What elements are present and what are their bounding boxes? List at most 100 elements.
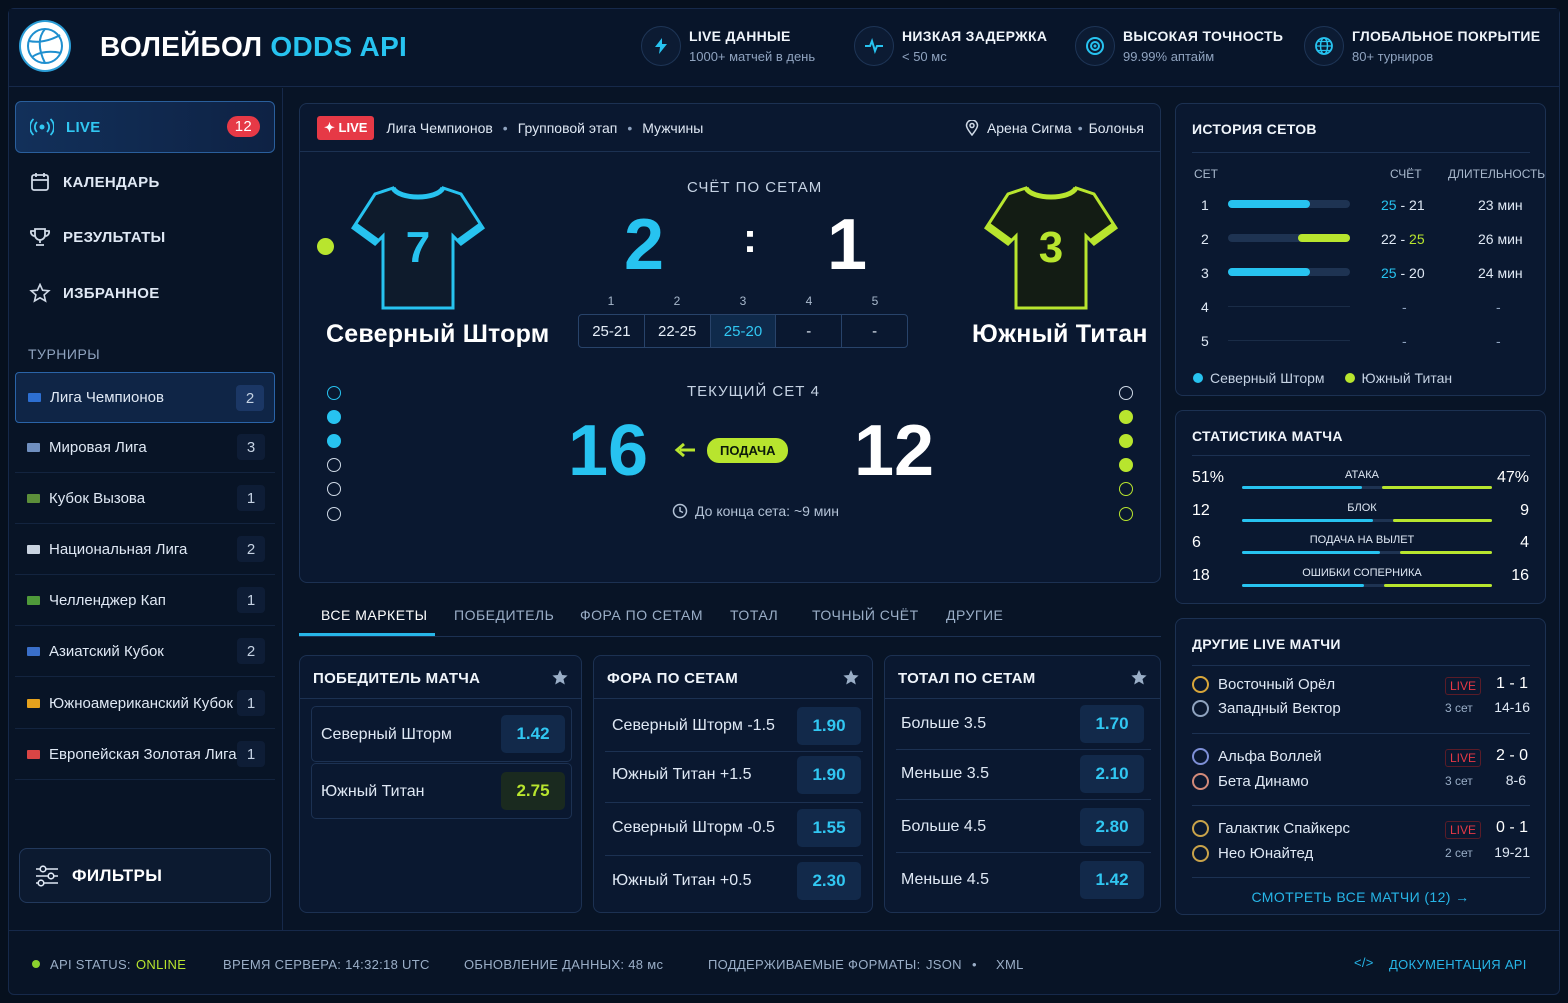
tournament-count: 2 [236, 385, 264, 411]
nav-live[interactable]: LIVE 12 [15, 101, 275, 153]
odd-button[interactable]: 1.42 [501, 715, 565, 753]
set-bar-empty [1228, 340, 1350, 341]
outcome-label: Меньше 4.5 [901, 871, 989, 888]
odd-button[interactable]: 2.80 [1080, 808, 1144, 846]
nav-results[interactable]: РЕЗУЛЬТАТЫ [15, 211, 275, 263]
tournament-item[interactable]: Челленджер Кап 1 [15, 575, 275, 626]
favorite-star-icon[interactable] [1130, 669, 1148, 686]
broadcast-icon [30, 118, 54, 136]
set-score-home: 25 [1381, 197, 1397, 213]
stat-away-value: 4 [1520, 534, 1529, 551]
legend-dot-away [1344, 373, 1355, 383]
set-duration: - [1496, 333, 1501, 349]
rally-dot [327, 458, 341, 472]
nav-calendar[interactable]: КАЛЕНДАРЬ [15, 156, 275, 208]
live-match-home[interactable]: Восточный Орёл LIVE 1 - 1 [1192, 675, 1530, 695]
odd-button[interactable]: 1.55 [797, 809, 861, 847]
away-team-name[interactable]: Южный Титан [972, 320, 1148, 348]
home-jersey-icon: 7 [351, 186, 485, 310]
rally-dot [327, 434, 341, 448]
odd-button[interactable]: 2.30 [797, 862, 861, 900]
odd-button[interactable]: 1.42 [1080, 861, 1144, 899]
serving-indicator-dot [317, 238, 334, 255]
venue: Арена Сигма • Болонья [965, 120, 1144, 136]
current-set: 2 сет [1445, 846, 1473, 860]
nav-favorites[interactable]: ИЗБРАННОЕ [15, 267, 275, 319]
panel-title: СТАТИСТИКА МАТЧА [1192, 428, 1343, 444]
market-title: ПОБЕДИТЕЛЬ МАТЧА [313, 670, 481, 687]
api-docs-link[interactable]: ДОКУМЕНТАЦИЯ API [1389, 957, 1527, 972]
divider [1192, 877, 1530, 878]
live-match-home[interactable]: Альфа Воллей LIVE 2 - 0 [1192, 747, 1530, 767]
rally-dot [1119, 482, 1133, 496]
sliders-icon [36, 864, 58, 887]
odd-button[interactable]: 1.90 [797, 707, 861, 745]
tournament-item[interactable]: Азиатский Кубок 2 [15, 626, 275, 677]
tab-set-handicap[interactable]: ФОРА ПО СЕТАМ [580, 607, 704, 623]
volleyball-logo-icon [21, 22, 69, 70]
divider [605, 855, 863, 856]
divider [605, 802, 863, 803]
team-name: Галактик Спайкерс [1218, 820, 1351, 837]
active-tab-indicator [299, 633, 435, 636]
favorite-star-icon[interactable] [551, 669, 569, 686]
live-match-away[interactable]: Бета Динамо 3 сет 8-6 [1192, 772, 1530, 792]
tournament-item[interactable]: Национальная Лига 2 [15, 524, 275, 575]
tab-total[interactable]: ТОТАЛ [730, 607, 779, 623]
tournament-name: Европейская Золотая Лига [49, 745, 237, 763]
clock-icon [672, 503, 688, 519]
team-crest-icon [1192, 676, 1209, 693]
trophy-icon [30, 228, 50, 246]
tab-other[interactable]: ДРУГИЕ [946, 607, 1004, 623]
api-status-value: ONLINE [136, 957, 187, 972]
market-title: ФОРА ПО СЕТАМ [607, 670, 739, 687]
match-stats-panel: СТАТИСТИКА МАТЧА 51% АТАКА 47% 12 БЛОК 9 6 ПОДА… [1175, 410, 1546, 604]
odd-button[interactable]: 1.90 [797, 756, 861, 794]
outcome-row[interactable]: Северный Шторм 1.42 [311, 706, 572, 762]
favorite-star-icon[interactable] [842, 669, 860, 686]
header [9, 9, 1559, 87]
location-pin-icon [965, 120, 979, 136]
meta-separator: • [1077, 120, 1083, 136]
tournament-item[interactable]: Мировая Лига 3 [15, 422, 275, 473]
set-number: 1 [1201, 197, 1209, 213]
match-meta-bar: ✦ LIVE Лига Чемпионов • Групповой этап •… [300, 104, 1160, 152]
tournament-count: 1 [237, 485, 265, 511]
current-set-caption: ТЕКУЩИЙ СЕТ 4 [687, 383, 820, 400]
col-header-duration: ДЛИТЕЛЬНОСТЬ [1448, 167, 1546, 181]
tournament-item[interactable]: Европейская Золотая Лига 1 [15, 729, 275, 780]
home-team-name[interactable]: Северный Шторм [326, 320, 550, 348]
tournament-name: Челленджер Кап [49, 591, 166, 609]
match-league[interactable]: Лига Чемпионов [386, 119, 493, 136]
tab-all-markets[interactable]: ВСЕ МАРКЕТЫ [321, 607, 428, 623]
tab-exact-score[interactable]: ТОЧНЫЙ СЧЁТ [812, 607, 919, 623]
venue-name: Арена Сигма [986, 120, 1072, 136]
tournament-count: 3 [237, 434, 265, 460]
odd-button[interactable]: 1.70 [1080, 705, 1144, 743]
live-match-away[interactable]: Западный Вектор 3 сет 14-16 [1192, 699, 1530, 719]
col-header-set: СЕТ [1194, 167, 1218, 181]
rally-dot [1119, 434, 1133, 448]
live-match-home[interactable]: Галактик Спайкерс LIVE 0 - 1 [1192, 819, 1530, 839]
set-score-away: 21 [1409, 197, 1425, 213]
market-tabs: ВСЕ МАРКЕТЫ ПОБЕДИТЕЛЬ ФОРА ПО СЕТАМ ТОТ… [299, 595, 1161, 637]
feature-live-data: LIVE ДАННЫЕ 1000+ матчей в день [641, 24, 815, 68]
tournament-item[interactable]: Южноамериканский Кубок 1 [15, 678, 275, 729]
filters-button[interactable]: ФИЛЬТРЫ [19, 848, 271, 903]
odd-button[interactable]: 2.75 [501, 772, 565, 810]
divider [1192, 665, 1530, 666]
points-score: 14-16 [1494, 699, 1530, 715]
outcome-row[interactable]: Южный Титан 2.75 [311, 763, 572, 819]
set-bar-empty [1228, 306, 1350, 307]
stat-away-value: 9 [1520, 502, 1529, 519]
tournament-item[interactable]: Кубок Вызова 1 [15, 473, 275, 524]
tab-winner[interactable]: ПОБЕДИТЕЛЬ [454, 607, 555, 623]
tournament-item[interactable]: Лига Чемпионов 2 [15, 372, 275, 423]
odd-button[interactable]: 2.10 [1080, 755, 1144, 793]
live-match-away[interactable]: Нео Юнайтед 2 сет 19-21 [1192, 844, 1530, 864]
view-all-matches-link[interactable]: СМОТРЕТЬ ВСЕ МАТЧИ (12) → [1176, 889, 1545, 905]
feature-title: ВЫСОКАЯ ТОЧНОСТЬ [1123, 28, 1284, 44]
meta-separator: • [502, 119, 508, 136]
rally-dot [327, 482, 341, 496]
pulse-icon [854, 26, 894, 66]
